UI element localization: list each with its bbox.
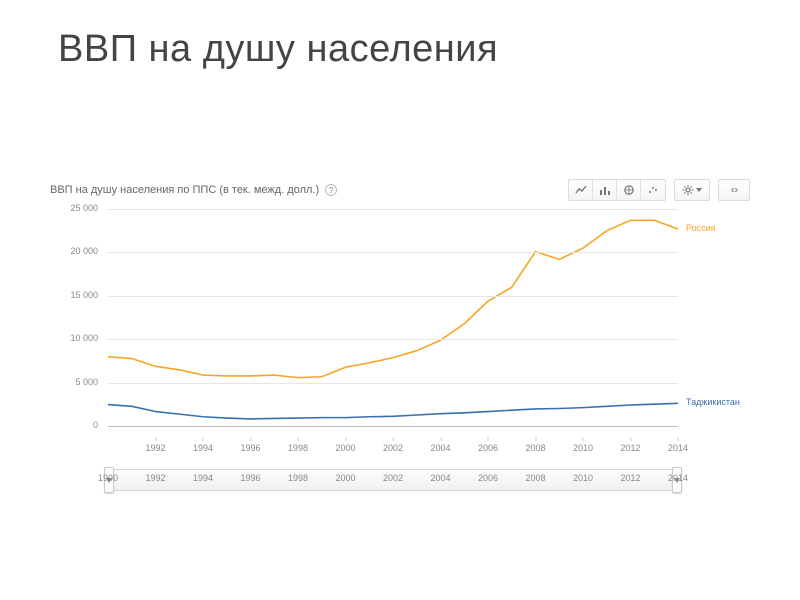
series-lines [108, 209, 678, 435]
chart-subtitle: ВВП на душу населения по ППС (в тек. меж… [50, 184, 319, 196]
map-icon[interactable] [617, 180, 641, 200]
x-tick-label: 2002 [383, 443, 403, 453]
x-tick-label: 1992 [145, 443, 165, 453]
y-tick-label: 10 000 [70, 333, 98, 343]
chart-header: ВВП на душу населения по ППС (в тек. меж… [50, 178, 750, 202]
settings-group [674, 179, 710, 201]
slider-tick: 2004 [430, 473, 450, 483]
x-tick-label: 2014 [668, 443, 688, 453]
series-line [108, 220, 678, 377]
link-icon[interactable] [719, 180, 749, 200]
y-tick-label: 20 000 [70, 246, 98, 256]
slider-tick: 2006 [478, 473, 498, 483]
slider-tick: 1992 [145, 473, 165, 483]
x-tick-mark [393, 437, 394, 441]
x-tick-mark [630, 437, 631, 441]
gridline [108, 339, 678, 340]
chart-panel: ВВП на душу населения по ППС (в тек. меж… [50, 178, 750, 493]
slider-tick: 1994 [193, 473, 213, 483]
bar-chart-icon[interactable] [593, 180, 617, 200]
y-tick-label: 25 000 [70, 203, 98, 213]
slider-tick: 2008 [525, 473, 545, 483]
gridline [108, 426, 678, 427]
time-slider[interactable]: 1990199219941996199820002002200420062008… [108, 467, 678, 493]
y-tick-label: 0 [93, 420, 98, 430]
x-tick-label: 2010 [573, 443, 593, 453]
chart-type-group [568, 179, 666, 201]
x-tick-mark [440, 437, 441, 441]
x-tick-mark [488, 437, 489, 441]
series-label: Россия [686, 223, 716, 233]
x-tick-mark [203, 437, 204, 441]
x-tick-mark [298, 437, 299, 441]
series-label: Таджикистан [686, 397, 740, 407]
x-tick-mark [250, 437, 251, 441]
x-tick-label: 1998 [288, 443, 308, 453]
x-tick-label: 2012 [620, 443, 640, 453]
x-tick-label: 2008 [525, 443, 545, 453]
x-tick-mark [535, 437, 536, 441]
x-tick-mark [345, 437, 346, 441]
y-tick-label: 15 000 [70, 290, 98, 300]
line-chart-icon[interactable] [569, 180, 593, 200]
share-group [718, 179, 750, 201]
y-tick-label: 5 000 [75, 377, 98, 387]
x-tick-label: 2000 [335, 443, 355, 453]
slider-tick: 2000 [335, 473, 355, 483]
chart-toolbar [560, 179, 750, 201]
x-tick-label: 1996 [240, 443, 260, 453]
plot-canvas [108, 208, 678, 435]
slider-tick: 2012 [620, 473, 640, 483]
slider-tick: 2010 [573, 473, 593, 483]
help-icon[interactable]: ? [325, 184, 337, 196]
slider-tick: 2014 [668, 473, 688, 483]
series-labels: Россия Таджикистан [682, 208, 750, 435]
x-axis: 1992 1994 1996 1998 2000 2002 2004 2006 2008 2010… [108, 439, 678, 463]
slider-tick: 2002 [383, 473, 403, 483]
x-tick-label: 1994 [193, 443, 213, 453]
x-tick-mark [155, 437, 156, 441]
gridline [108, 383, 678, 384]
x-tick-label: 2006 [478, 443, 498, 453]
y-axis: 05 00010 00015 00020 00025 000 [50, 208, 104, 435]
plot-area: 05 00010 00015 00020 00025 000 РоссияТад… [50, 208, 750, 463]
slider-tick: 1998 [288, 473, 308, 483]
series-line [108, 403, 678, 419]
gridline [108, 252, 678, 253]
x-tick-mark [583, 437, 584, 441]
gridline [108, 296, 678, 297]
page-title: ВВП на душу населения [58, 28, 498, 71]
slider-tick: 1990 [98, 473, 118, 483]
gridline [108, 209, 678, 210]
scatter-icon[interactable] [641, 180, 665, 200]
gear-icon[interactable] [675, 180, 709, 200]
slider-tick: 1996 [240, 473, 260, 483]
chevron-down-icon [696, 188, 702, 192]
x-tick-mark [678, 437, 679, 441]
x-tick-label: 2004 [430, 443, 450, 453]
